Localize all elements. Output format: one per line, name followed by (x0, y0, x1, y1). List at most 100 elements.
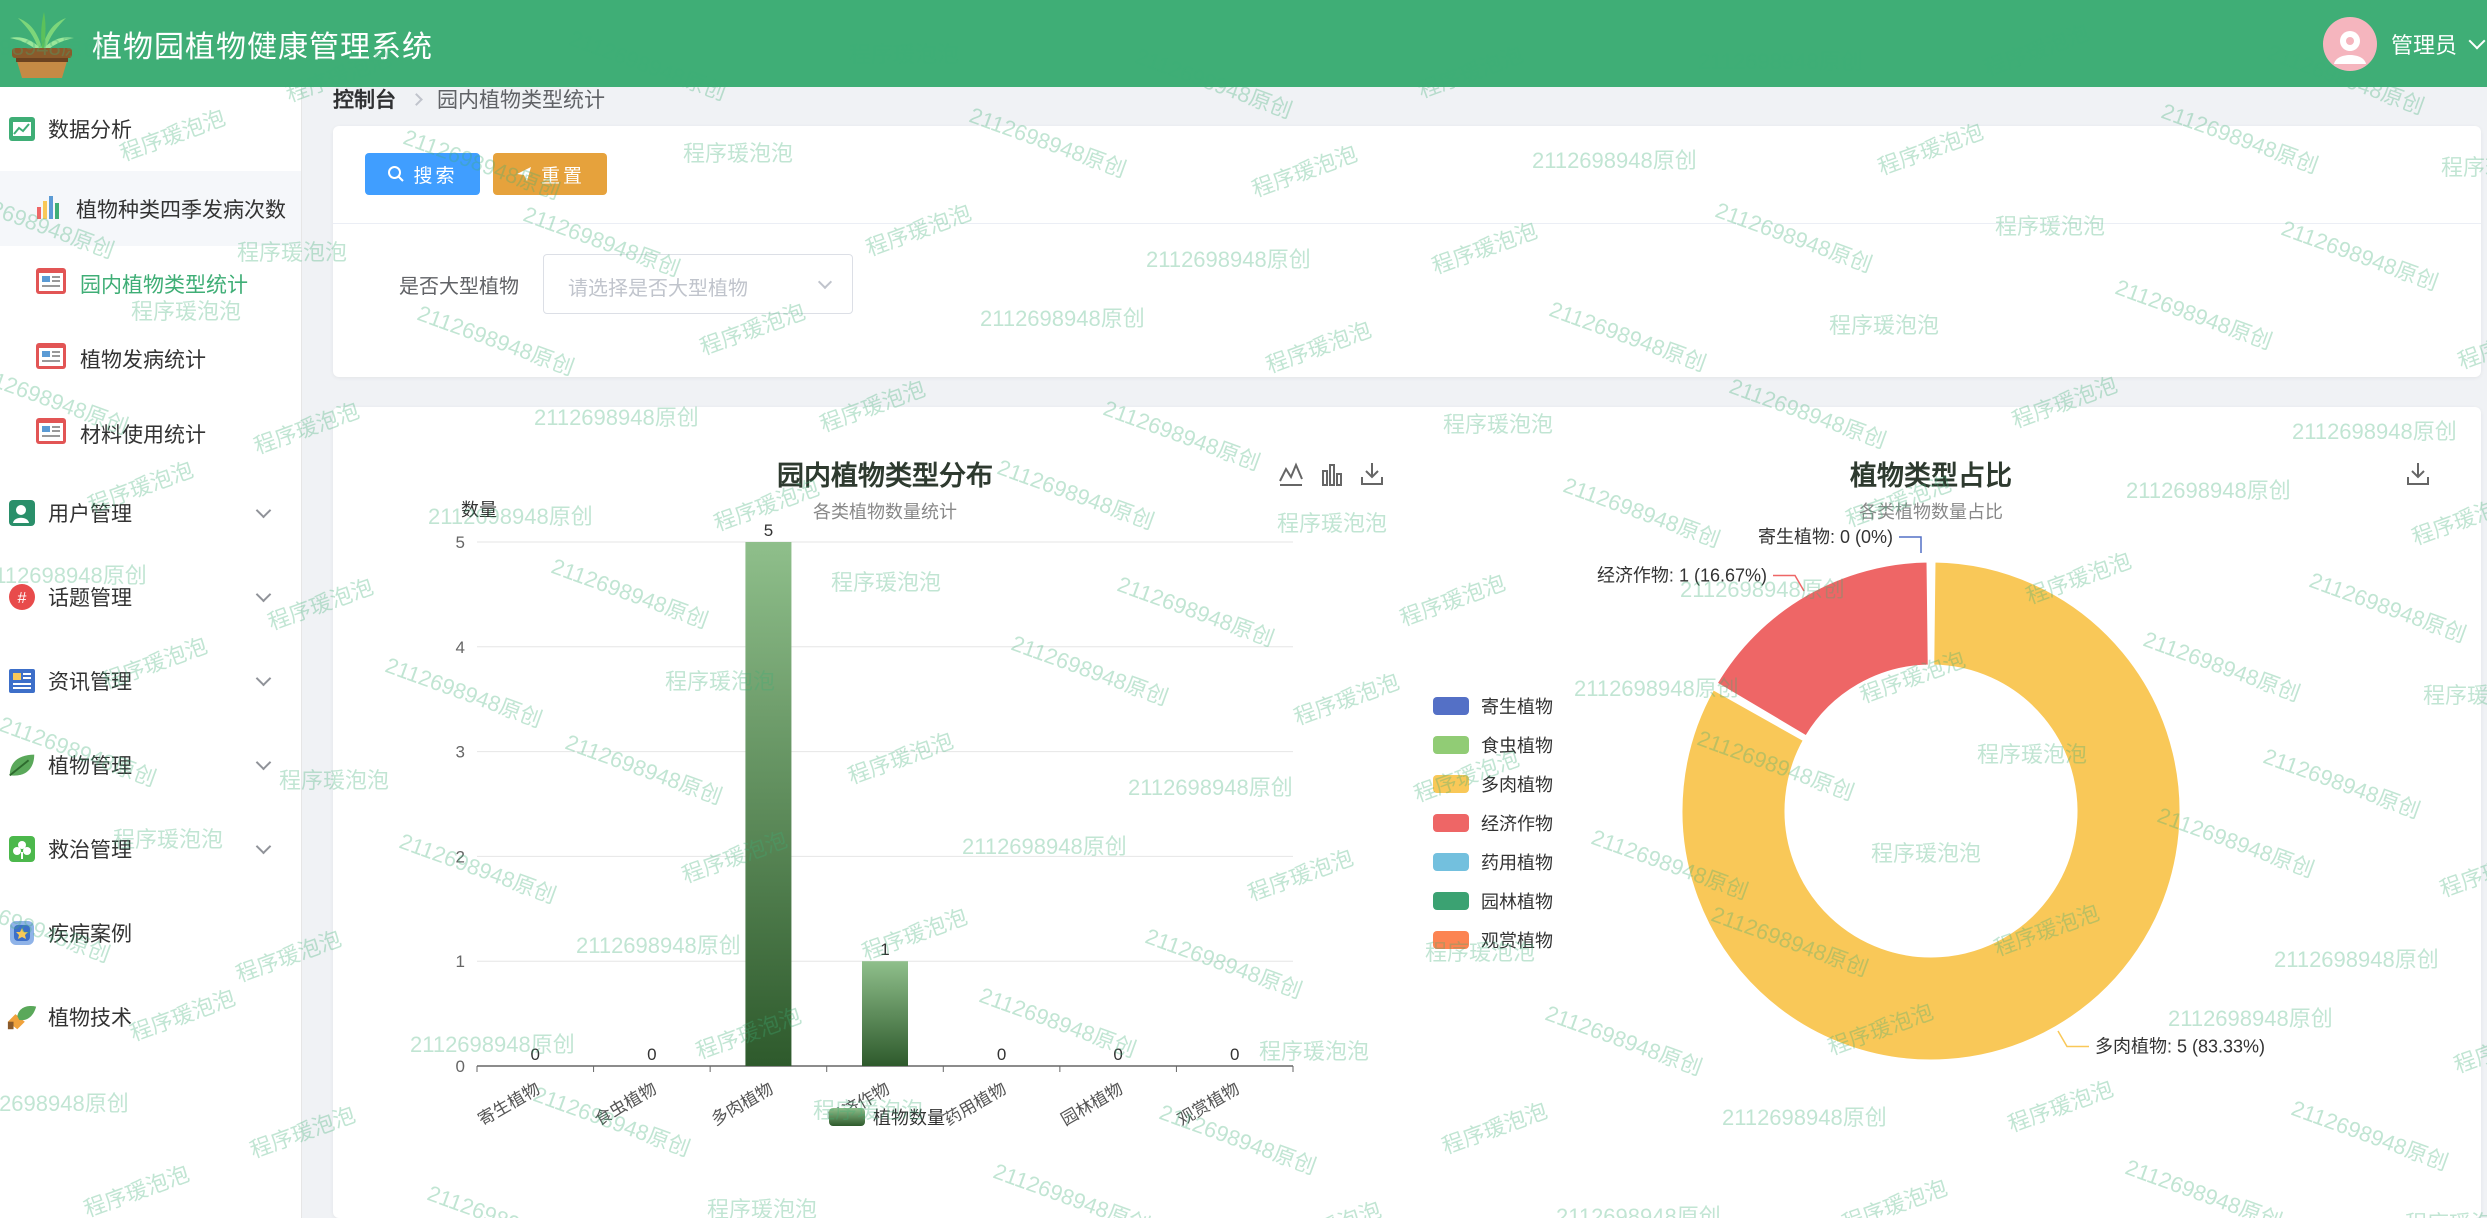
legend-label: 食虫植物 (1481, 736, 1553, 756)
legend-label: 观赏植物 (1481, 931, 1553, 951)
bar-legend-label: 植物数量 (873, 1108, 945, 1128)
legend-swatch (1433, 931, 1469, 949)
sidebar-subitem-disease-stats[interactable]: 植物发病统计 (0, 321, 301, 396)
legend-item[interactable]: 多肉植物 (1433, 771, 1553, 797)
user-icon (6, 497, 38, 529)
x-tick-label: 园林植物 (1058, 1079, 1126, 1129)
sidebar-subitem-label: 材料使用统计 (80, 423, 206, 447)
bar-value-label: 0 (531, 1045, 540, 1064)
bar[interactable] (745, 542, 792, 1066)
sidebar-item-label: 植物管理 (48, 755, 132, 778)
sidebar-item-topics[interactable]: # 话题管理 (0, 555, 301, 639)
legend-swatch (1433, 814, 1469, 832)
x-tick-label: 寄生植物 (475, 1079, 543, 1129)
data-analysis-icon (6, 113, 38, 145)
bar-value-label: 0 (1113, 1045, 1122, 1064)
pie-chart: 寄生植物: 0 (0%) 多肉植物: 5 (83.33%) 经济作物: 1 (16.… (1597, 527, 2265, 1063)
sidebar-subitem-label: 植物发病统计 (80, 348, 206, 372)
plant-pot-logo-icon (10, 11, 74, 78)
pie-chart-subtitle: 各类植物数量占比 (1859, 502, 2003, 522)
topic-icon: # (6, 581, 38, 613)
bar-report-icon (34, 191, 64, 226)
legend-swatch (1433, 892, 1469, 910)
avatar[interactable] (2322, 16, 2377, 71)
x-tick-label: 观赏植物 (1174, 1079, 1242, 1129)
chevron-down-icon (255, 838, 272, 855)
y-tick-label: 1 (456, 952, 465, 971)
chevron-down-icon (255, 670, 272, 687)
sidebar-item-cases[interactable]: 疾病案例 (0, 891, 301, 975)
sidebar-subitem-plant-type-stats[interactable]: 园内植物类型统计 (0, 246, 301, 321)
legend-swatch (1433, 736, 1469, 754)
breadcrumb: 控制台 园内植物类型统计 (333, 86, 605, 112)
x-tick-label: 食虫植物 (591, 1079, 659, 1129)
sidebar-item-label: 话题管理 (48, 587, 132, 610)
legend-label: 药用植物 (1481, 853, 1553, 873)
bar-chart-toggle-icon[interactable] (1319, 461, 1345, 487)
legend-swatch (1433, 697, 1469, 715)
y-tick-label: 5 (456, 533, 465, 552)
legend-item[interactable]: 经济作物 (1433, 810, 1553, 836)
y-tick-label: 0 (456, 1057, 465, 1076)
bar[interactable] (862, 961, 908, 1066)
line-chart-toggle-icon[interactable] (1278, 461, 1304, 487)
sidebar-item-news[interactable]: 资讯管理 (0, 639, 301, 723)
download-icon[interactable] (1359, 461, 1385, 487)
pie-label-line (2057, 1030, 2089, 1048)
sidebar-item-plants[interactable]: 植物管理 (0, 723, 301, 807)
user-name[interactable]: 管理员 (2390, 32, 2457, 58)
sidebar-item-label: 用户管理 (48, 503, 132, 526)
pie-slice-label: 经济作物: 1 (16.67%) (1597, 565, 1767, 585)
send-icon (516, 167, 531, 181)
report-icon (34, 416, 68, 451)
sidebar-subitem-label: 园内植物类型统计 (80, 273, 248, 297)
report-icon (34, 266, 68, 301)
legend-swatch (1433, 775, 1469, 793)
select-placeholder: 请选择是否大型植物 (568, 278, 748, 300)
bar-chart-ylabel: 数量 (461, 500, 497, 520)
treatment-icon (6, 833, 38, 865)
bar-value-label: 1 (880, 940, 889, 959)
bar-value-label: 0 (647, 1045, 656, 1064)
sidebar-subitem-material-stats[interactable]: 材料使用统计 (0, 396, 301, 471)
y-tick-label: 3 (456, 743, 465, 762)
reset-button[interactable]: 重置 (493, 153, 607, 195)
bar-chart-subtitle: 各类植物数量统计 (813, 502, 957, 522)
download-icon[interactable] (2405, 461, 2431, 487)
y-tick-label: 2 (456, 847, 465, 866)
sidebar-item-label: 植物技术 (48, 1007, 132, 1030)
legend-item[interactable]: 药用植物 (1433, 849, 1553, 875)
search-button[interactable]: 搜索 (365, 153, 480, 195)
sidebar-item-tech[interactable]: 植物技术 (0, 975, 301, 1059)
search-panel: 搜索 重置 是否大型植物 请选择是否大型植物 (333, 126, 2481, 377)
news-icon (6, 665, 38, 697)
chevron-down-icon (255, 754, 272, 771)
user-menu[interactable]: 管理员 (2322, 0, 2487, 87)
sidebar-item-users[interactable]: 用户管理 (0, 471, 301, 555)
pie-label-line (1899, 536, 1922, 553)
filter-label: 是否大型植物 (399, 276, 519, 298)
sidebar-subitem-seasonal-disease[interactable]: 植物种类四季发病次数 (0, 171, 301, 246)
divider (333, 223, 2481, 224)
legend-item[interactable]: 寄生植物 (1433, 693, 1553, 719)
breadcrumb-home[interactable]: 控制台 (333, 89, 396, 112)
sidebar-item-treatment[interactable]: 救治管理 (0, 807, 301, 891)
sidebar-item-data-analysis[interactable]: 数据分析 (0, 87, 301, 171)
legend-label: 园林植物 (1481, 892, 1553, 912)
large-plant-select[interactable]: 请选择是否大型植物 (543, 254, 853, 314)
chevron-down-icon[interactable] (2468, 32, 2486, 49)
legend-item[interactable]: 观赏植物 (1433, 927, 1553, 953)
legend-label: 寄生植物 (1481, 697, 1553, 717)
breadcrumb-current: 园内植物类型统计 (437, 89, 605, 112)
legend-item[interactable]: 食虫植物 (1433, 732, 1553, 758)
legend-item[interactable]: 园林植物 (1433, 888, 1553, 914)
search-button-label: 搜索 (413, 165, 458, 187)
reset-button-label: 重置 (540, 165, 585, 187)
pie-slice[interactable] (1714, 559, 1931, 739)
y-tick-label: 4 (456, 638, 465, 657)
sidebar: 数据分析 植物种类四季发病次数 园内植物类型统计 植物发病统计 材料使用统计 用… (0, 87, 302, 1218)
pie-slice[interactable] (1679, 559, 2183, 1063)
pie-chart-title: 植物类型占比 (1850, 461, 2012, 491)
bar-legend-swatch (829, 1108, 865, 1126)
